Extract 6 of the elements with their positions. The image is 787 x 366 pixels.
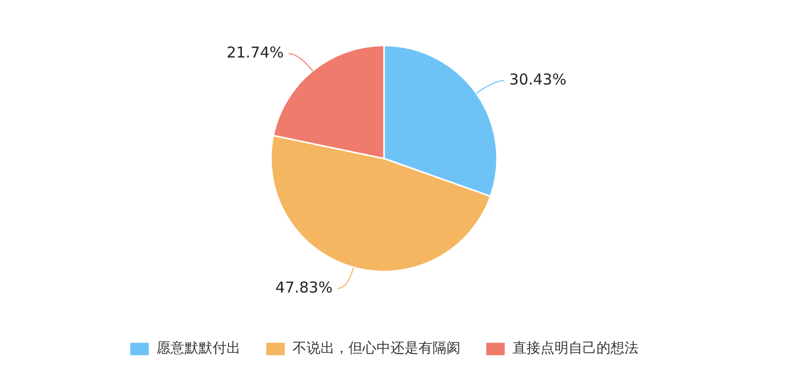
data-label: 30.43% xyxy=(509,70,566,89)
data-label: 47.83% xyxy=(275,278,333,296)
legend-label: 愿意默默付出 xyxy=(156,340,240,357)
legend-label: 直接点明自己的想法 xyxy=(512,340,638,357)
data-label: 21.74% xyxy=(226,44,284,62)
legend-label: 不说出，但心中还是有隔阂 xyxy=(292,340,460,357)
